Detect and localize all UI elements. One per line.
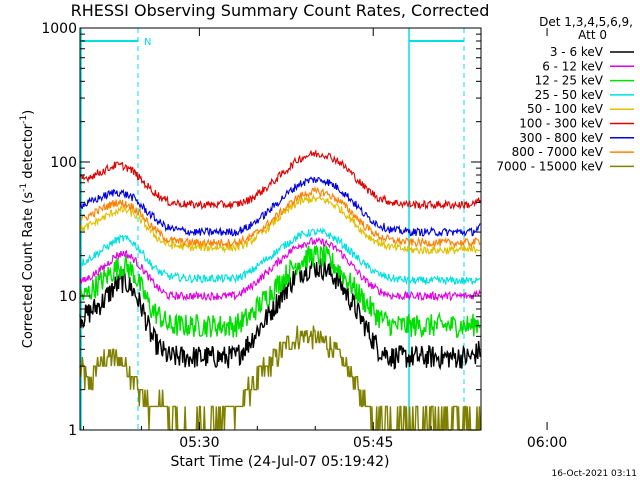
series-line-2 bbox=[79, 244, 481, 339]
series-line-7 bbox=[79, 185, 481, 249]
legend-label-3: 25 - 50 keV bbox=[535, 88, 604, 102]
series-3 bbox=[79, 227, 481, 286]
attenuator-note: N bbox=[144, 37, 151, 48]
legend-label-6: 300 - 800 keV bbox=[519, 131, 603, 145]
attenuator-markers: N bbox=[80, 28, 465, 430]
y-tick-label-1: 10 bbox=[59, 289, 77, 305]
legend-label-4: 50 - 100 keV bbox=[527, 102, 604, 116]
legend-header-line1: Det 1,3,4,5,6,9, bbox=[539, 15, 633, 29]
series-line-4 bbox=[79, 193, 481, 256]
series-line-1 bbox=[79, 236, 481, 302]
legend-label-1: 6 - 12 keV bbox=[542, 59, 604, 73]
series-line-0 bbox=[79, 258, 481, 371]
x-axis-label: Start Time (24-Jul-07 05:19:42) bbox=[170, 454, 389, 470]
series-0 bbox=[79, 258, 481, 371]
series-6 bbox=[79, 176, 481, 238]
legend-label-2: 12 - 25 keV bbox=[535, 74, 604, 88]
x-tick-label-1: 05:45 bbox=[353, 435, 393, 451]
x-tick-label-0: 05:30 bbox=[179, 435, 219, 451]
plot-frame bbox=[79, 27, 482, 431]
series-line-6 bbox=[79, 176, 481, 238]
y-tick-label-0: 1 bbox=[68, 423, 77, 439]
x-tick-label-2: 06:00 bbox=[527, 435, 567, 451]
legend-label-7: 800 - 7000 keV bbox=[512, 145, 604, 159]
y-tick-label-3: 1000 bbox=[41, 21, 77, 37]
y-axis-label-main: Corrected Count Rate (s bbox=[21, 192, 36, 349]
legend-label-5: 100 - 300 keV bbox=[519, 117, 603, 131]
legend-header-line2: Att 0 bbox=[578, 28, 607, 42]
series-line-8 bbox=[79, 325, 481, 431]
series-8 bbox=[79, 325, 481, 431]
y-axis-label: Corrected Count Rate (s-1 detector-1) bbox=[19, 110, 36, 348]
chart-title: RHESSI Observing Summary Count Rates, Co… bbox=[71, 1, 490, 20]
y-axis-label-exp1: -1 bbox=[19, 183, 29, 192]
timestamp: 16-Oct-2021 03:11 bbox=[552, 469, 637, 479]
series-line-5 bbox=[79, 148, 481, 211]
legend-label-8: 7000 - 15000 keV bbox=[496, 159, 603, 173]
series-5 bbox=[79, 148, 481, 211]
legend-label-0: 3 - 6 keV bbox=[550, 45, 604, 59]
series-1 bbox=[79, 236, 481, 302]
y-axis-label-end: ) bbox=[21, 110, 36, 115]
y-axis-label-mid: detector bbox=[21, 123, 36, 183]
y-axis-label-exp2: -1 bbox=[19, 115, 29, 124]
series-layer bbox=[79, 148, 481, 431]
series-4 bbox=[79, 193, 481, 256]
series-line-3 bbox=[79, 227, 481, 286]
series-7 bbox=[79, 185, 481, 249]
series-2 bbox=[79, 244, 481, 339]
y-tick-label-2: 100 bbox=[50, 155, 77, 171]
